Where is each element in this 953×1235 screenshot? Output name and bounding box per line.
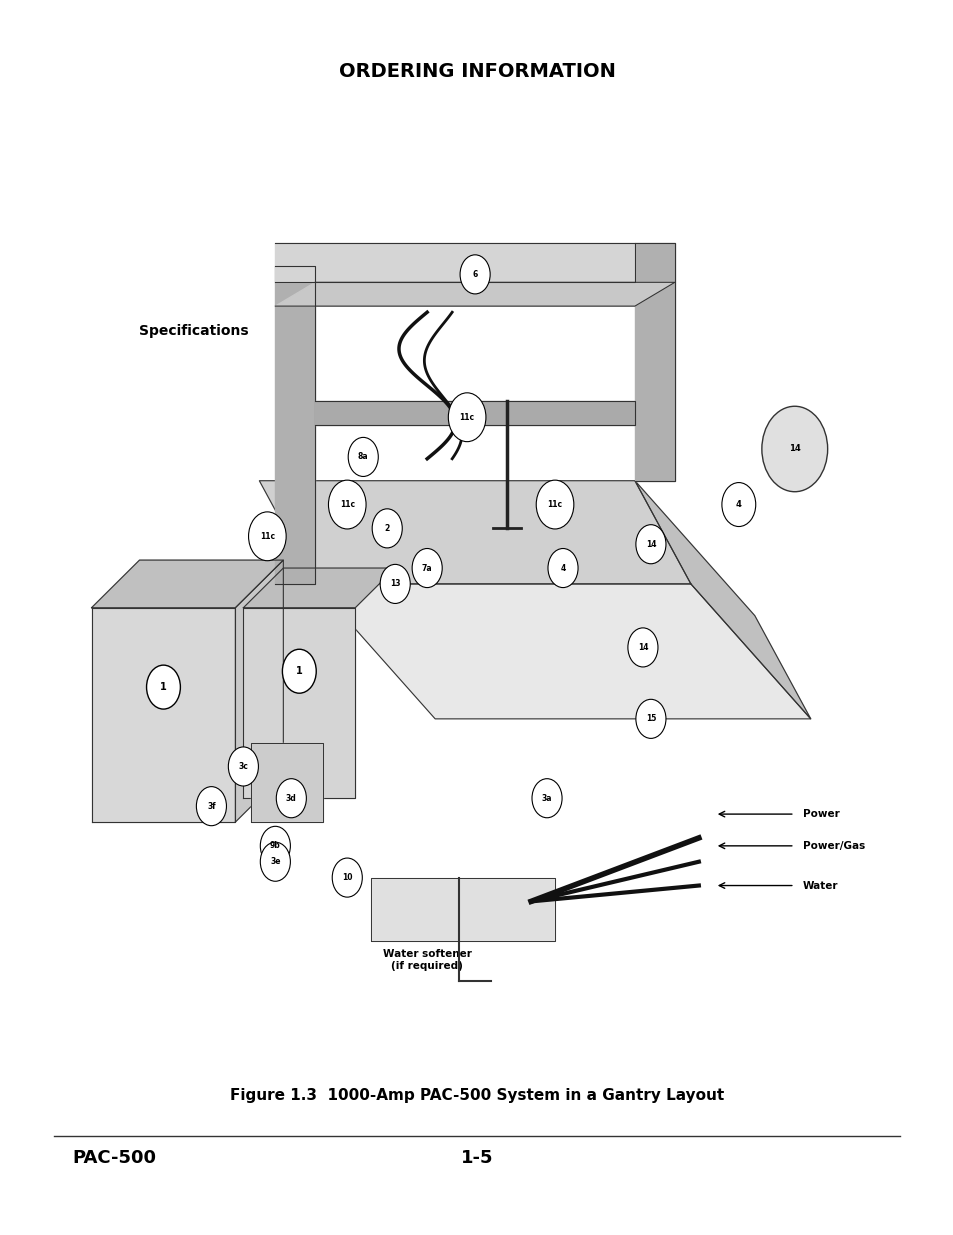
Text: ORDERING INFORMATION: ORDERING INFORMATION <box>338 62 615 82</box>
Circle shape <box>536 480 574 529</box>
Polygon shape <box>243 568 395 608</box>
Polygon shape <box>235 561 283 823</box>
Circle shape <box>636 699 665 739</box>
Circle shape <box>459 254 490 294</box>
Circle shape <box>282 650 315 693</box>
Circle shape <box>412 548 442 588</box>
Text: 10: 10 <box>342 873 353 882</box>
Text: 3d: 3d <box>286 794 296 803</box>
Polygon shape <box>371 878 555 941</box>
Text: 4: 4 <box>735 500 741 509</box>
Text: 14: 14 <box>637 643 647 652</box>
Polygon shape <box>315 584 810 719</box>
Circle shape <box>721 483 755 526</box>
Text: 3c: 3c <box>238 762 248 771</box>
Text: 11c: 11c <box>459 412 475 421</box>
Text: PAC-500: PAC-500 <box>72 1149 156 1167</box>
Circle shape <box>260 842 290 882</box>
Text: 3a: 3a <box>541 794 552 803</box>
Text: Water softener
(if required): Water softener (if required) <box>382 948 471 971</box>
Text: 9b: 9b <box>270 841 280 851</box>
Circle shape <box>348 437 378 477</box>
Text: Power/Gas: Power/Gas <box>801 841 864 851</box>
Text: 7a: 7a <box>421 563 432 573</box>
Circle shape <box>627 627 658 667</box>
Polygon shape <box>91 608 235 823</box>
Polygon shape <box>243 608 355 798</box>
Circle shape <box>328 480 366 529</box>
Text: 4: 4 <box>559 563 565 573</box>
Circle shape <box>332 858 362 897</box>
Text: Water: Water <box>801 881 838 890</box>
Text: 11c: 11c <box>339 500 355 509</box>
Circle shape <box>372 509 402 548</box>
Circle shape <box>260 826 290 866</box>
Polygon shape <box>635 242 674 480</box>
Circle shape <box>379 564 410 604</box>
Polygon shape <box>275 242 635 283</box>
Text: 2: 2 <box>384 524 390 532</box>
Text: 3e: 3e <box>270 857 280 866</box>
Text: 13: 13 <box>390 579 400 588</box>
Circle shape <box>228 747 258 785</box>
Text: 15: 15 <box>645 714 656 724</box>
Text: Power: Power <box>801 809 839 819</box>
Polygon shape <box>275 267 315 584</box>
Text: 11c: 11c <box>547 500 562 509</box>
Text: 1-5: 1-5 <box>460 1149 493 1167</box>
Circle shape <box>532 779 561 818</box>
Circle shape <box>249 511 286 561</box>
Text: 1: 1 <box>160 682 167 692</box>
Text: 11c: 11c <box>259 532 274 541</box>
Polygon shape <box>251 742 323 823</box>
Circle shape <box>761 406 827 492</box>
Text: 3f: 3f <box>207 802 215 810</box>
Polygon shape <box>91 561 283 608</box>
Text: 1: 1 <box>295 666 302 677</box>
Text: 8a: 8a <box>357 452 368 462</box>
Polygon shape <box>275 283 674 306</box>
Polygon shape <box>635 480 810 719</box>
Circle shape <box>196 787 226 826</box>
Polygon shape <box>259 480 690 584</box>
Circle shape <box>147 666 180 709</box>
Polygon shape <box>315 401 635 425</box>
Circle shape <box>636 525 665 563</box>
Text: 6: 6 <box>472 270 477 279</box>
Text: 14: 14 <box>788 445 800 453</box>
Circle shape <box>448 393 485 442</box>
Circle shape <box>276 779 306 818</box>
Text: 14: 14 <box>645 540 656 548</box>
Text: Figure 1.3  1000-Amp PAC-500 System in a Gantry Layout: Figure 1.3 1000-Amp PAC-500 System in a … <box>230 1088 723 1103</box>
Text: Specifications: Specifications <box>138 325 248 338</box>
Circle shape <box>547 548 578 588</box>
